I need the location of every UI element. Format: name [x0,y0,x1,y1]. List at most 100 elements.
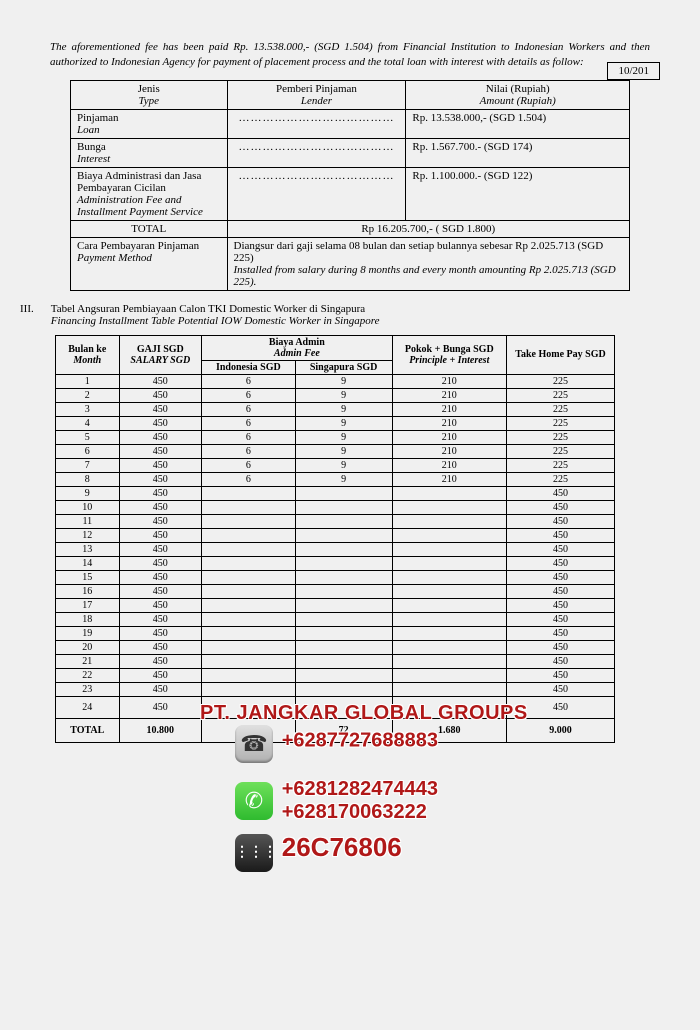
inst-admin-indo: 6 [202,430,296,444]
inst-takehome: 450 [506,556,614,570]
inst-salary: 450 [119,486,202,500]
inst-admin-indo: 6 [202,374,296,388]
inst-admin-indo: 6 [202,388,296,402]
total-principle: 1.680 [392,718,506,742]
inst-admin-indo [202,486,296,500]
inst-month: 23 [56,682,120,696]
inst-takehome: 225 [506,416,614,430]
inst-admin-indo [202,528,296,542]
inst-salary: 450 [119,528,202,542]
inst-salary: 450 [119,388,202,402]
inst-admin-sg: 9 [295,430,392,444]
inst-admin-sg: 9 [295,402,392,416]
inst-takehome: 450 [506,598,614,612]
inst-principle [392,640,506,654]
inst-admin-sg [295,626,392,640]
loan-type: PinjamanLoan [71,109,228,138]
inst-month: 4 [56,416,120,430]
inst-month: 15 [56,570,120,584]
loan-table: Jenis Type Pemberi Pinjaman Lender Nilai… [70,80,630,291]
inst-principle: 210 [392,402,506,416]
inst-salary: 450 [119,612,202,626]
hdr-admin-sg: Singapura SGD [295,360,392,374]
inst-salary: 450 [119,584,202,598]
inst-admin-indo: 6 [202,458,296,472]
page-number: 10/201 [618,65,649,77]
inst-admin-indo [202,696,296,718]
inst-month: 20 [56,640,120,654]
inst-principle [392,584,506,598]
inst-month: 8 [56,472,120,486]
hdr-admin-indo: Indonesia SGD [202,360,296,374]
inst-salary: 450 [119,626,202,640]
inst-month: 10 [56,500,120,514]
inst-salary: 450 [119,416,202,430]
inst-admin-indo: 6 [202,472,296,486]
inst-salary: 450 [119,696,202,718]
inst-admin-indo [202,584,296,598]
inst-salary: 450 [119,570,202,584]
watermark-phone3: +628170063222 [282,801,438,824]
inst-takehome: 225 [506,472,614,486]
hdr-pokok-en: Principle + Interest [409,355,489,366]
watermark-bbm-block: ⋮⋮⋮ 26C76806 [235,832,402,872]
inst-month: 22 [56,668,120,682]
inst-takehome: 225 [506,430,614,444]
inst-principle: 210 [392,374,506,388]
total-takehome: 9.000 [506,718,614,742]
inst-takehome: 225 [506,388,614,402]
hdr-pokok-id: Pokok + Bunga SGD [405,344,494,355]
inst-admin-sg [295,654,392,668]
inst-takehome: 450 [506,486,614,500]
hdr-takehome: Take Home Pay SGD [515,349,605,360]
inst-salary: 450 [119,472,202,486]
section-title-en: Financing Installment Table Potential IO… [51,315,380,327]
loan-type: BungaInterest [71,138,228,167]
method-value-id: Diangsur dari gaji selama 08 bulan dan s… [234,240,604,264]
loan-lender: ………………………………… [227,138,406,167]
hdr-month-id: Bulan ke [68,344,106,355]
watermark-phone2: +6281282474443 [282,778,438,801]
total-value: Rp 16.205.700,- ( SGD 1.800) [227,220,629,237]
th-type-en: Type [138,95,159,107]
inst-principle: 210 [392,458,506,472]
inst-month: 1 [56,374,120,388]
inst-admin-sg: 9 [295,374,392,388]
section-3-heading: III. Tabel Angsuran Pembiayaan Calon TKI… [20,303,700,327]
inst-admin-sg: 9 [295,388,392,402]
inst-month: 16 [56,584,120,598]
inst-principle [392,612,506,626]
inst-salary: 450 [119,556,202,570]
inst-admin-sg [295,696,392,718]
inst-salary: 450 [119,668,202,682]
inst-admin-indo [202,598,296,612]
inst-principle [392,486,506,500]
inst-salary: 450 [119,514,202,528]
inst-month: 2 [56,388,120,402]
page-number-box: 10/201 [607,62,660,80]
inst-salary: 450 [119,500,202,514]
inst-admin-indo: 6 [202,444,296,458]
inst-admin-indo [202,514,296,528]
method-label-id: Cara Pembayaran Pinjaman [77,240,199,252]
inst-salary: 450 [119,374,202,388]
hdr-gaji-id: GAJI SGD [137,344,184,355]
inst-principle [392,682,506,696]
inst-principle [392,528,506,542]
whatsapp-icon: ✆ [235,782,273,820]
inst-takehome: 450 [506,500,614,514]
inst-admin-sg [295,528,392,542]
inst-principle: 210 [392,444,506,458]
inst-salary: 450 [119,682,202,696]
inst-salary: 450 [119,402,202,416]
total-admin-indo: 48 [202,718,296,742]
intro-paragraph: The aforementioned fee has been paid Rp.… [50,40,650,70]
inst-admin-indo [202,570,296,584]
hdr-month-en: Month [73,355,101,366]
inst-admin-indo [202,654,296,668]
inst-month: 19 [56,626,120,640]
inst-admin-sg [295,640,392,654]
inst-takehome: 450 [506,640,614,654]
inst-admin-sg [295,514,392,528]
inst-principle: 210 [392,416,506,430]
